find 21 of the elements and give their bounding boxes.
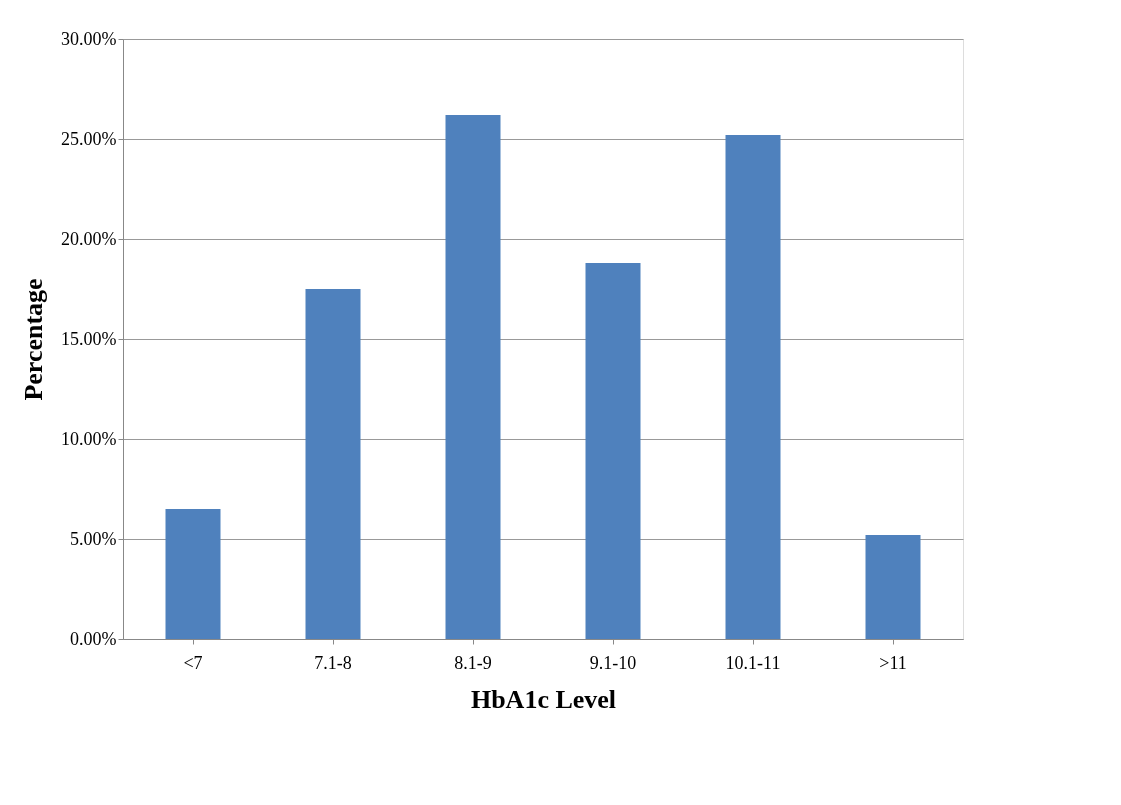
bar (165, 509, 221, 639)
y-tick-label: 5.00% (70, 528, 117, 549)
y-tick-label: 20.00% (61, 228, 117, 249)
bar (725, 135, 781, 639)
bar (305, 289, 361, 639)
y-tick-label: 10.00% (61, 428, 117, 449)
x-axis-title: HbA1c Level (470, 684, 617, 714)
x-tick-label: 7.1-8 (314, 652, 352, 673)
x-tick-label: 10.1-11 (725, 652, 781, 673)
y-tick-label: 30.00% (61, 28, 117, 49)
x-tick-label: 9.1-10 (589, 652, 637, 673)
y-tick-label: 25.00% (61, 128, 117, 149)
x-tick-label: 8.1-9 (454, 652, 492, 673)
y-tick-label: 15.00% (61, 328, 117, 349)
bar (865, 535, 921, 639)
bar (445, 115, 501, 639)
y-axis-title: Percentage (19, 278, 49, 401)
x-tick-label: >11 (879, 652, 907, 673)
y-tick-label: 0.00% (70, 628, 117, 649)
x-tick-label: <7 (183, 652, 203, 673)
bar (585, 263, 641, 639)
